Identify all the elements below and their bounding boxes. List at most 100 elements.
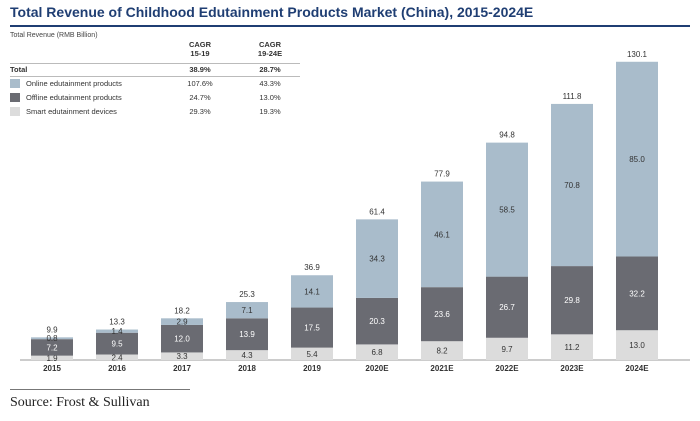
segment-value-label: 34.3 xyxy=(369,255,385,264)
bar-segment xyxy=(486,142,528,277)
bar-total-label: 111.8 xyxy=(563,92,582,101)
bar-segment xyxy=(96,329,138,333)
segment-value-label: 3.3 xyxy=(176,352,188,361)
cagr-header-2: CAGR 19-24E xyxy=(257,40,283,58)
segment-value-label: 9.5 xyxy=(111,340,123,349)
bar-segment xyxy=(551,103,593,267)
bar-segment xyxy=(616,61,658,257)
cagr-header-1: CAGR 15-19 xyxy=(188,40,212,58)
segment-value-label: 14.1 xyxy=(304,287,320,296)
x-tick-label: 2016 xyxy=(108,364,126,373)
bar-segment xyxy=(291,275,333,308)
segment-value-label: 46.1 xyxy=(434,230,450,239)
bar-segment xyxy=(291,347,333,360)
source-rule xyxy=(10,389,190,390)
bar-segment xyxy=(486,337,528,360)
segment-value-label: 2.4 xyxy=(111,353,123,362)
x-tick-label: 2020E xyxy=(365,364,389,373)
bar-segment xyxy=(226,350,268,360)
segment-value-label: 0.8 xyxy=(46,334,58,343)
legend-cagr1: 38.9% xyxy=(189,65,211,74)
bar-segment xyxy=(226,302,268,319)
bar-segment xyxy=(161,324,203,353)
segment-value-label: 32.2 xyxy=(629,289,645,298)
segment-value-label: 1.9 xyxy=(46,354,58,363)
x-tick-label: 2017 xyxy=(173,364,191,373)
x-tick-label: 2021E xyxy=(430,364,454,373)
segment-value-label: 6.8 xyxy=(371,348,383,357)
legend-row-offline: Offline edutainment products 24.7% 13.0% xyxy=(10,92,300,104)
bar-segment xyxy=(31,337,73,340)
bar-total-label: 61.4 xyxy=(369,207,385,216)
bar-segment xyxy=(356,344,398,360)
legend-label: Offline edutainment products xyxy=(26,93,122,102)
bar-segment xyxy=(421,341,463,360)
segment-value-label: 7.1 xyxy=(241,306,253,315)
segment-value-label: 12.0 xyxy=(174,335,190,344)
bar-segment xyxy=(616,256,658,331)
legend-label: Total xyxy=(10,65,28,74)
bar-segment xyxy=(421,287,463,342)
segment-value-label: 7.2 xyxy=(46,343,58,352)
legend-swatch-online xyxy=(10,79,20,88)
bar-segment xyxy=(551,266,593,335)
bar-total-label: 94.8 xyxy=(499,131,515,140)
segment-value-label: 5.4 xyxy=(306,350,318,359)
bar-segment xyxy=(486,276,528,338)
segment-value-label: 85.0 xyxy=(629,155,645,164)
bar-total-label: 13.3 xyxy=(109,318,125,327)
legend-swatch-smart xyxy=(10,107,20,116)
segment-value-label: 1.4 xyxy=(111,327,123,336)
bar-segment xyxy=(356,219,398,298)
source-note: Source: Frost & Sullivan xyxy=(10,395,150,410)
segment-value-label: 29.8 xyxy=(564,296,580,305)
legend-cagr2: 19.3% xyxy=(259,107,281,116)
legend-row-total: Total 38.9% 28.7% xyxy=(10,63,300,77)
x-tick-label: 2018 xyxy=(238,364,256,373)
segment-value-label: 11.2 xyxy=(565,343,581,352)
legend-row-smart: Smart edutainment devices 29.3% 19.3% xyxy=(10,106,300,118)
bar-segment xyxy=(291,307,333,348)
legend-cagr2: 13.0% xyxy=(259,93,281,102)
bar-total-label: 9.9 xyxy=(46,325,58,334)
legend-cagr1: 24.7% xyxy=(189,93,211,102)
bar-segment xyxy=(161,352,203,360)
title-rule xyxy=(10,25,690,27)
legend-label: Online edutainment products xyxy=(26,79,122,88)
bar-segment xyxy=(226,318,268,351)
segment-value-label: 9.7 xyxy=(501,345,513,354)
bar-total-label: 36.9 xyxy=(304,263,320,272)
bar-segment xyxy=(161,318,203,325)
bar-segment xyxy=(551,334,593,360)
x-tick-label: 2023E xyxy=(560,364,584,373)
bar-segment xyxy=(356,297,398,345)
bar-segment xyxy=(31,355,73,360)
x-tick-label: 2019 xyxy=(303,364,321,373)
legend-cagr1: 107.6% xyxy=(187,79,213,88)
legend-cagr2: 43.3% xyxy=(259,79,281,88)
segment-value-label: 8.2 xyxy=(436,347,448,356)
bar-segment xyxy=(31,339,73,356)
segment-value-label: 4.3 xyxy=(241,351,253,360)
x-tick-label: 2015 xyxy=(43,364,61,373)
bar-total-label: 18.2 xyxy=(174,306,190,315)
segment-value-label: 2.9 xyxy=(176,318,188,327)
segment-value-label: 70.8 xyxy=(564,181,580,190)
bar-segment xyxy=(96,354,138,360)
legend-row-online: Online edutainment products 107.6% 43.3% xyxy=(10,78,300,90)
chart-title: Total Revenue of Childhood Edutainment P… xyxy=(10,4,534,20)
segment-value-label: 13.0 xyxy=(629,341,645,350)
segment-value-label: 58.5 xyxy=(499,206,515,215)
bar-total-label: 25.3 xyxy=(239,290,255,299)
bar-total-label: 130.1 xyxy=(627,50,648,59)
segment-value-label: 26.7 xyxy=(499,303,515,312)
x-tick-label: 2022E xyxy=(495,364,519,373)
unit-label: Total Revenue (RMB Billion) xyxy=(10,32,98,39)
segment-value-label: 17.5 xyxy=(304,324,320,333)
segment-value-label: 23.6 xyxy=(434,310,450,319)
bar-total-label: 77.9 xyxy=(434,170,450,179)
segment-value-label: 20.3 xyxy=(369,317,385,326)
legend-label: Smart edutainment devices xyxy=(26,107,117,116)
legend-cagr2: 28.7% xyxy=(259,65,281,74)
